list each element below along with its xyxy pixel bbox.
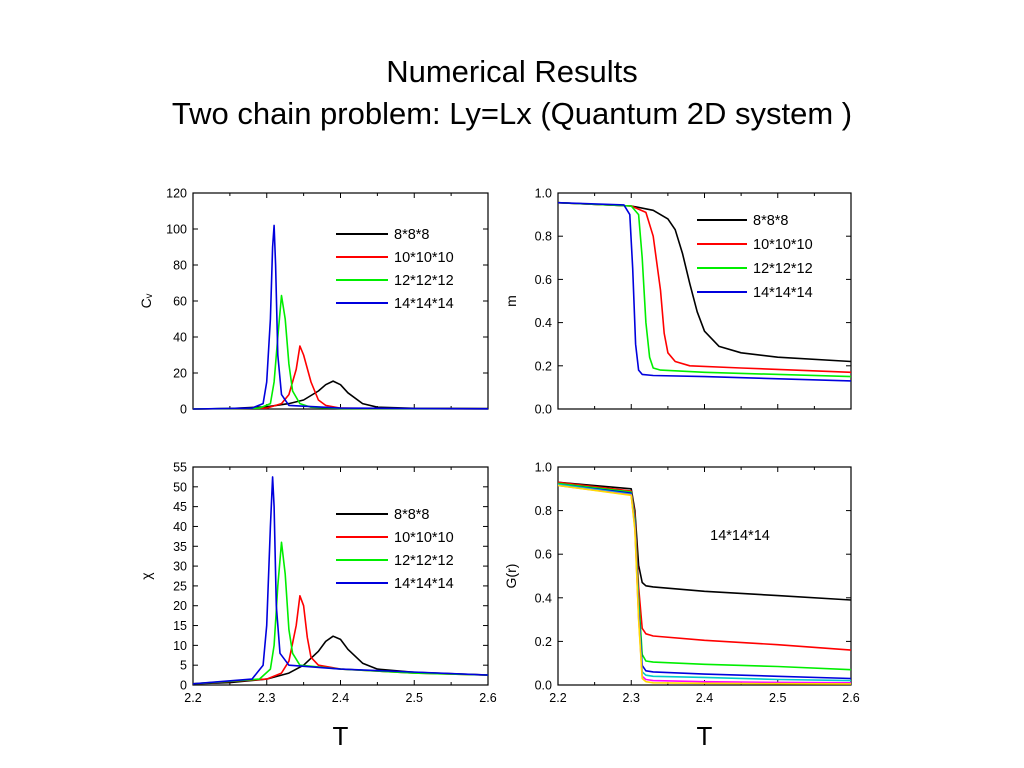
series-line-3	[557, 201, 852, 378]
x-tick-label: 2.3	[623, 691, 640, 705]
y-axis-label: G(r)	[503, 564, 519, 589]
y-tick-label: 40	[173, 331, 187, 345]
y-tick-label: 50	[173, 480, 187, 494]
slide-title: Numerical Results	[386, 54, 638, 89]
plot-frame	[557, 466, 852, 686]
legend-label: 12*12*12	[753, 261, 813, 277]
y-tick-label: 0.0	[535, 679, 552, 693]
y-tick-label: 0	[180, 679, 187, 693]
x-tick-label: 2.5	[406, 691, 423, 705]
y-tick-label: 60	[173, 295, 187, 309]
series-line-7	[557, 484, 852, 685]
y-tick-label: 0.2	[535, 359, 552, 373]
y-tick-label: 30	[173, 560, 187, 574]
y-tick-label: 35	[173, 540, 187, 554]
series-line-1	[557, 481, 852, 601]
legend-label: 10*10*10	[753, 237, 813, 253]
y-tick-label: 1.0	[535, 187, 552, 201]
legend-label: 10*10*10	[394, 530, 454, 546]
series-line-4	[557, 201, 852, 382]
y-tick-label: 0.2	[535, 635, 552, 649]
x-axis-label: T	[697, 721, 713, 751]
legend-label: 8*8*8	[394, 227, 429, 243]
x-tick-label: 2.6	[842, 691, 859, 705]
slide-subtitle: Two chain problem: Ly=Lx (Quantum 2D sys…	[171, 96, 853, 131]
x-tick-label: 2.5	[769, 691, 786, 705]
legend-label: 8*8*8	[753, 213, 788, 229]
y-tick-label: 40	[173, 520, 187, 534]
y-tick-label: 20	[173, 367, 187, 381]
legend-label: 8*8*8	[394, 507, 429, 523]
y-tick-label: 5	[180, 659, 187, 673]
x-tick-label: 2.2	[184, 691, 201, 705]
y-tick-label: 0	[180, 403, 187, 417]
x-tick-label: 2.6	[479, 691, 496, 705]
y-tick-label: 0.0	[535, 403, 552, 417]
series-line-4	[557, 483, 852, 680]
y-tick-label: 100	[166, 223, 187, 237]
y-axis-label: m	[503, 295, 519, 307]
y-tick-label: 0.8	[535, 230, 552, 244]
series-line-5	[557, 483, 852, 682]
x-axis-label: T	[333, 721, 349, 751]
x-tick-label: 2.4	[332, 691, 349, 705]
y-tick-label: 55	[173, 461, 187, 475]
y-tick-label: 0.4	[535, 316, 552, 330]
legend-label: 12*12*12	[394, 273, 454, 289]
y-tick-label: 0.8	[535, 504, 552, 518]
series-line-1	[557, 201, 852, 363]
y-axis-label: χ	[138, 572, 154, 580]
y-axis-label: Cᵥ	[138, 293, 154, 308]
legend-label: 14*14*14	[753, 285, 813, 301]
y-tick-label: 25	[173, 579, 187, 593]
series-line-3	[557, 482, 852, 671]
series-line-4	[192, 476, 489, 685]
series-line-2	[557, 481, 852, 651]
series-line-6	[557, 484, 852, 684]
y-tick-label: 1.0	[535, 461, 552, 475]
plot-annotation: 14*14*14	[710, 528, 770, 544]
legend-label: 14*14*14	[394, 576, 454, 592]
legend-label: 14*14*14	[394, 296, 454, 312]
y-tick-label: 0.6	[535, 273, 552, 287]
series-line-2	[557, 201, 852, 374]
y-tick-label: 20	[173, 599, 187, 613]
series-line-4	[192, 224, 489, 410]
y-tick-label: 120	[166, 187, 187, 201]
legend-label: 10*10*10	[394, 250, 454, 266]
x-tick-label: 2.2	[549, 691, 566, 705]
y-tick-label: 10	[173, 639, 187, 653]
y-tick-label: 45	[173, 500, 187, 514]
y-tick-label: 0.6	[535, 548, 552, 562]
legend-label: 12*12*12	[394, 553, 454, 569]
y-tick-label: 15	[173, 619, 187, 633]
y-tick-label: 80	[173, 259, 187, 273]
x-tick-label: 2.3	[258, 691, 275, 705]
y-tick-label: 0.4	[535, 591, 552, 605]
x-tick-label: 2.4	[696, 691, 713, 705]
